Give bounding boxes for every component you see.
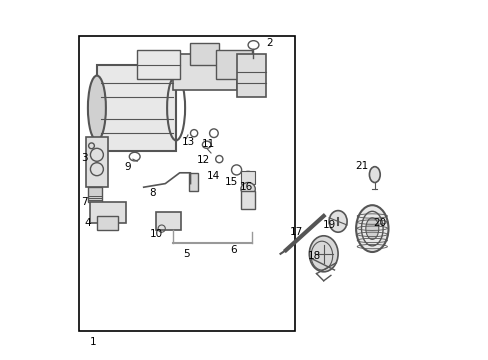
Bar bbox=[172, 54, 237, 90]
Text: 11: 11 bbox=[202, 139, 215, 149]
Ellipse shape bbox=[241, 183, 255, 195]
Text: 16: 16 bbox=[239, 182, 252, 192]
Ellipse shape bbox=[88, 76, 106, 140]
Bar bbox=[190, 43, 219, 65]
Text: 19: 19 bbox=[322, 220, 335, 230]
Text: 14: 14 bbox=[207, 171, 220, 181]
Ellipse shape bbox=[365, 218, 378, 239]
Bar bbox=[237, 54, 265, 97]
Bar bbox=[89, 202, 125, 223]
Text: 5: 5 bbox=[183, 249, 190, 259]
Bar bbox=[215, 50, 251, 79]
Text: 18: 18 bbox=[307, 251, 321, 261]
Bar bbox=[188, 173, 197, 191]
Bar bbox=[241, 191, 255, 209]
Text: 9: 9 bbox=[124, 162, 131, 172]
Bar bbox=[156, 212, 181, 230]
Ellipse shape bbox=[368, 167, 380, 183]
Text: 2: 2 bbox=[266, 38, 272, 48]
Text: 7: 7 bbox=[81, 197, 87, 207]
Ellipse shape bbox=[309, 236, 337, 272]
Text: 3: 3 bbox=[81, 153, 87, 163]
Bar bbox=[97, 65, 176, 151]
Text: 1: 1 bbox=[90, 337, 97, 347]
Text: 13: 13 bbox=[182, 137, 195, 147]
Ellipse shape bbox=[355, 205, 387, 252]
Text: 12: 12 bbox=[196, 155, 209, 165]
Bar bbox=[97, 216, 118, 230]
Text: 15: 15 bbox=[225, 177, 238, 187]
Bar bbox=[88, 187, 102, 202]
Text: 4: 4 bbox=[84, 218, 91, 228]
Text: 17: 17 bbox=[289, 227, 303, 237]
Bar bbox=[86, 137, 107, 187]
Text: 21: 21 bbox=[354, 161, 367, 171]
Text: 6: 6 bbox=[230, 245, 237, 255]
Text: 8: 8 bbox=[149, 188, 156, 198]
Ellipse shape bbox=[328, 211, 346, 232]
Bar bbox=[79, 36, 294, 331]
Text: 10: 10 bbox=[149, 229, 163, 239]
Text: 20: 20 bbox=[372, 218, 385, 228]
Bar bbox=[136, 50, 179, 79]
Bar bbox=[241, 171, 255, 184]
